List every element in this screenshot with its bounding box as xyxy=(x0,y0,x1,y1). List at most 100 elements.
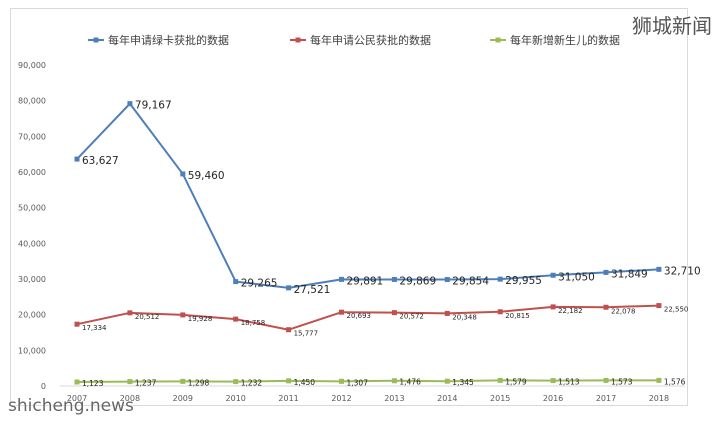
data-label: 20,512 xyxy=(135,313,160,321)
x-tick-label: 2009 xyxy=(173,394,193,403)
data-label: 29,265 xyxy=(241,278,278,290)
x-tick-label: 2008 xyxy=(120,394,140,403)
data-point xyxy=(180,171,186,177)
data-label: 20,572 xyxy=(399,313,424,321)
data-label: 27,521 xyxy=(294,284,331,296)
data-point xyxy=(127,379,133,385)
x-tick-label: 2018 xyxy=(649,394,669,403)
data-point xyxy=(339,309,344,315)
data-label: 1,573 xyxy=(611,377,633,386)
y-tick-label: 60,000 xyxy=(18,168,46,177)
y-tick-label: 70,000 xyxy=(18,132,46,141)
data-point xyxy=(233,379,239,385)
data-point xyxy=(497,309,503,315)
data-point xyxy=(74,321,80,327)
y-tick-label: 90,000 xyxy=(18,61,46,70)
x-tick-label: 2007 xyxy=(67,394,87,403)
y-tick-label: 40,000 xyxy=(18,239,46,248)
data-point xyxy=(603,269,609,275)
data-point xyxy=(550,272,556,278)
data-label: 29,955 xyxy=(505,275,542,287)
data-label: 20,815 xyxy=(505,312,530,320)
data-point xyxy=(391,310,397,316)
data-label: 63,627 xyxy=(82,155,119,167)
data-label: 1,450 xyxy=(294,378,316,387)
legend-marker xyxy=(495,37,501,43)
watermark-top-right: 狮城新闻 xyxy=(632,14,712,38)
data-label: 19,928 xyxy=(188,315,213,323)
data-point xyxy=(550,378,556,384)
legend-marker xyxy=(93,37,99,43)
data-point xyxy=(444,277,450,283)
watermark-bottom-left: shicheng.news xyxy=(8,396,134,416)
data-point xyxy=(127,310,133,316)
x-tick-label: 2016 xyxy=(543,394,563,403)
data-label: 1,513 xyxy=(558,378,580,387)
data-label: 15,777 xyxy=(294,330,319,338)
data-label: 20,693 xyxy=(347,312,372,320)
data-label: 1,298 xyxy=(188,378,210,387)
x-tick-label: 2014 xyxy=(437,394,457,403)
data-label: 1,237 xyxy=(135,379,157,388)
data-point xyxy=(497,276,503,282)
data-point xyxy=(391,378,397,384)
y-tick-label: 10,000 xyxy=(18,346,46,355)
data-point xyxy=(339,378,344,384)
series-line xyxy=(76,304,659,331)
data-point xyxy=(286,327,292,333)
data-label: 1,476 xyxy=(399,378,421,387)
y-tick-label: 0 xyxy=(41,382,46,391)
data-point xyxy=(550,304,556,310)
data-label: 32,710 xyxy=(664,265,701,277)
x-tick-label: 2017 xyxy=(596,394,616,403)
chart-frame xyxy=(10,8,688,406)
data-label: 20,348 xyxy=(452,313,477,321)
data-label: 18,758 xyxy=(241,319,266,327)
y-tick-label: 30,000 xyxy=(18,275,46,284)
data-point xyxy=(233,279,239,285)
legend-label: 每年申请公民获批的数据 xyxy=(310,33,431,47)
series-line xyxy=(76,379,659,383)
y-tick-label: 80,000 xyxy=(18,97,46,106)
series-line xyxy=(76,102,659,289)
data-label: 1,123 xyxy=(82,379,104,388)
data-label: 31,050 xyxy=(558,271,595,283)
x-tick-label: 2010 xyxy=(226,394,246,403)
data-point xyxy=(391,276,397,282)
y-tick-label: 50,000 xyxy=(18,204,46,213)
x-tick-label: 2013 xyxy=(384,394,404,403)
data-label: 1,576 xyxy=(664,377,686,386)
data-label: 22,550 xyxy=(664,306,689,314)
data-point xyxy=(286,285,292,291)
legend-marker xyxy=(295,37,301,43)
data-point xyxy=(656,266,662,272)
data-point xyxy=(603,304,609,310)
y-tick-label: 20,000 xyxy=(18,311,46,320)
data-point xyxy=(339,276,344,282)
data-point xyxy=(127,101,133,107)
data-label: 31,849 xyxy=(611,268,648,280)
data-point xyxy=(656,303,662,309)
data-point xyxy=(603,377,609,383)
x-tick-label: 2011 xyxy=(278,394,298,403)
data-label: 22,078 xyxy=(611,307,636,315)
data-point xyxy=(444,378,450,384)
x-tick-label: 2015 xyxy=(490,394,510,403)
data-point xyxy=(656,377,662,383)
x-tick-label: 2012 xyxy=(331,394,351,403)
data-point xyxy=(180,378,186,384)
data-point xyxy=(74,156,80,162)
data-label: 17,334 xyxy=(82,324,107,332)
data-label: 22,182 xyxy=(558,307,583,315)
data-point xyxy=(74,379,80,385)
data-point xyxy=(180,312,186,318)
data-label: 29,869 xyxy=(399,275,436,287)
data-point xyxy=(233,316,239,322)
legend-label: 每年申请绿卡获批的数据 xyxy=(108,33,229,47)
data-label: 1,579 xyxy=(505,377,527,386)
data-label: 59,460 xyxy=(188,170,225,182)
data-label: 79,167 xyxy=(135,100,172,112)
data-point xyxy=(286,378,292,384)
data-label: 29,854 xyxy=(452,276,489,288)
